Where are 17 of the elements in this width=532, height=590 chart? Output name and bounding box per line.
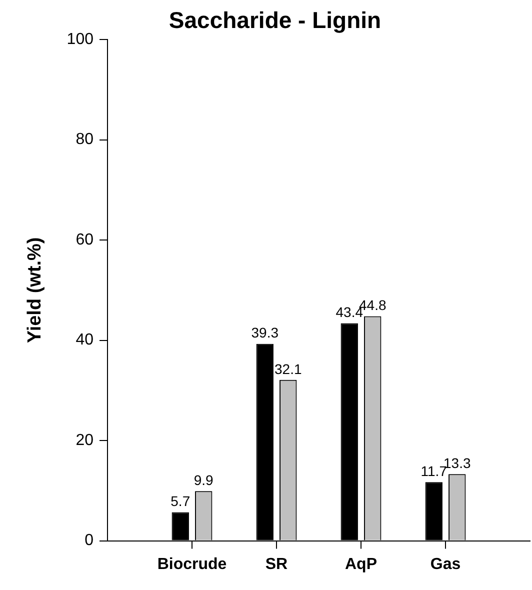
data-label: 39.3 <box>251 324 279 341</box>
y-tick-label: 80 <box>76 131 94 148</box>
y-tick-label: 100 <box>66 31 94 48</box>
x-tick-label: Gas <box>430 556 461 573</box>
data-label: 32.1 <box>274 360 302 377</box>
y-tick-label: 60 <box>76 231 94 248</box>
data-label: 5.7 <box>170 493 190 510</box>
data-label: 9.9 <box>194 472 214 488</box>
y-axis-title: Yield (wt.%) <box>24 237 46 344</box>
x-tick-label: AqP <box>345 556 378 573</box>
chart-title: Saccharide - Lignin <box>168 7 382 34</box>
y-tick-label: 0 <box>84 532 94 550</box>
y-tick-label: 20 <box>76 432 94 449</box>
data-label: 11.7 <box>420 463 448 480</box>
y-tick-label: 40 <box>76 332 94 349</box>
x-tick-label: SR <box>265 556 288 573</box>
x-tick-label: Biocrude <box>157 556 227 573</box>
